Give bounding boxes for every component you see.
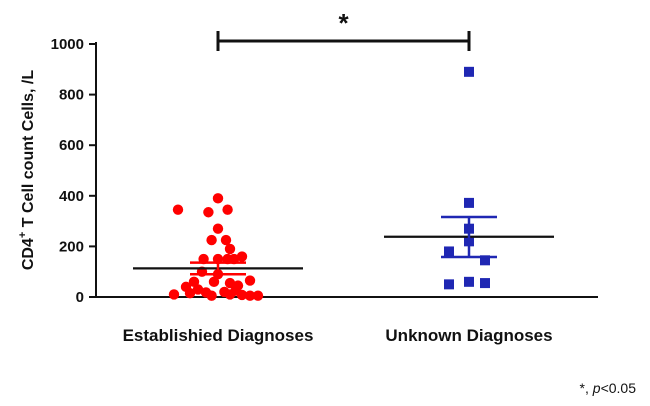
data-point	[236, 289, 248, 301]
footnote: *, p<0.05	[580, 380, 636, 396]
data-point	[464, 276, 474, 287]
data-point	[212, 223, 224, 234]
data-point	[224, 243, 236, 255]
axes	[95, 42, 598, 298]
x-axis-labels: Establishied Diagnoses Unknown Diagnoses	[123, 326, 553, 345]
data-point	[232, 280, 244, 291]
data-point	[244, 275, 256, 286]
data-point	[444, 246, 454, 257]
data-point	[244, 290, 256, 301]
y-axis-ticks: 0 200 400 600 800 1000	[51, 36, 96, 306]
data-point	[206, 290, 217, 301]
y-tick-label: 0	[76, 289, 84, 306]
footnote-prefix: *,	[579, 380, 593, 396]
significance-label: *	[338, 8, 349, 38]
data-point	[444, 279, 454, 290]
data-point	[208, 276, 220, 288]
data-point	[184, 288, 196, 299]
y-axis-label: CD4+ T Cell count Cells, /L	[17, 70, 37, 270]
x-category-label: Unknown Diagnoses	[385, 326, 552, 345]
y-tick-label: 400	[59, 188, 84, 205]
data-point	[224, 277, 236, 289]
data-point	[168, 289, 180, 300]
data-point	[236, 251, 248, 262]
y-tick-label: 1000	[51, 36, 84, 53]
data-point	[222, 204, 233, 215]
y-tick-label: 200	[59, 238, 84, 255]
significance-bracket: *	[216, 8, 471, 51]
data-point	[464, 197, 474, 208]
x-category-label: Establishied Diagnoses	[123, 326, 314, 345]
data-point	[480, 255, 490, 266]
mean-sem-bars	[133, 215, 554, 276]
data-points	[168, 66, 490, 301]
data-point	[188, 276, 200, 288]
data-point	[480, 278, 490, 289]
data-point	[220, 234, 232, 246]
data-point	[203, 207, 214, 218]
y-tick-label: 800	[59, 87, 84, 104]
data-point	[206, 234, 217, 246]
data-point	[172, 204, 184, 215]
footnote-p: p	[592, 380, 601, 396]
y-tick-label: 600	[59, 137, 84, 154]
data-point	[464, 66, 474, 77]
data-point	[212, 193, 224, 204]
footnote-suffix: <0.05	[600, 380, 636, 396]
data-point	[252, 290, 264, 301]
